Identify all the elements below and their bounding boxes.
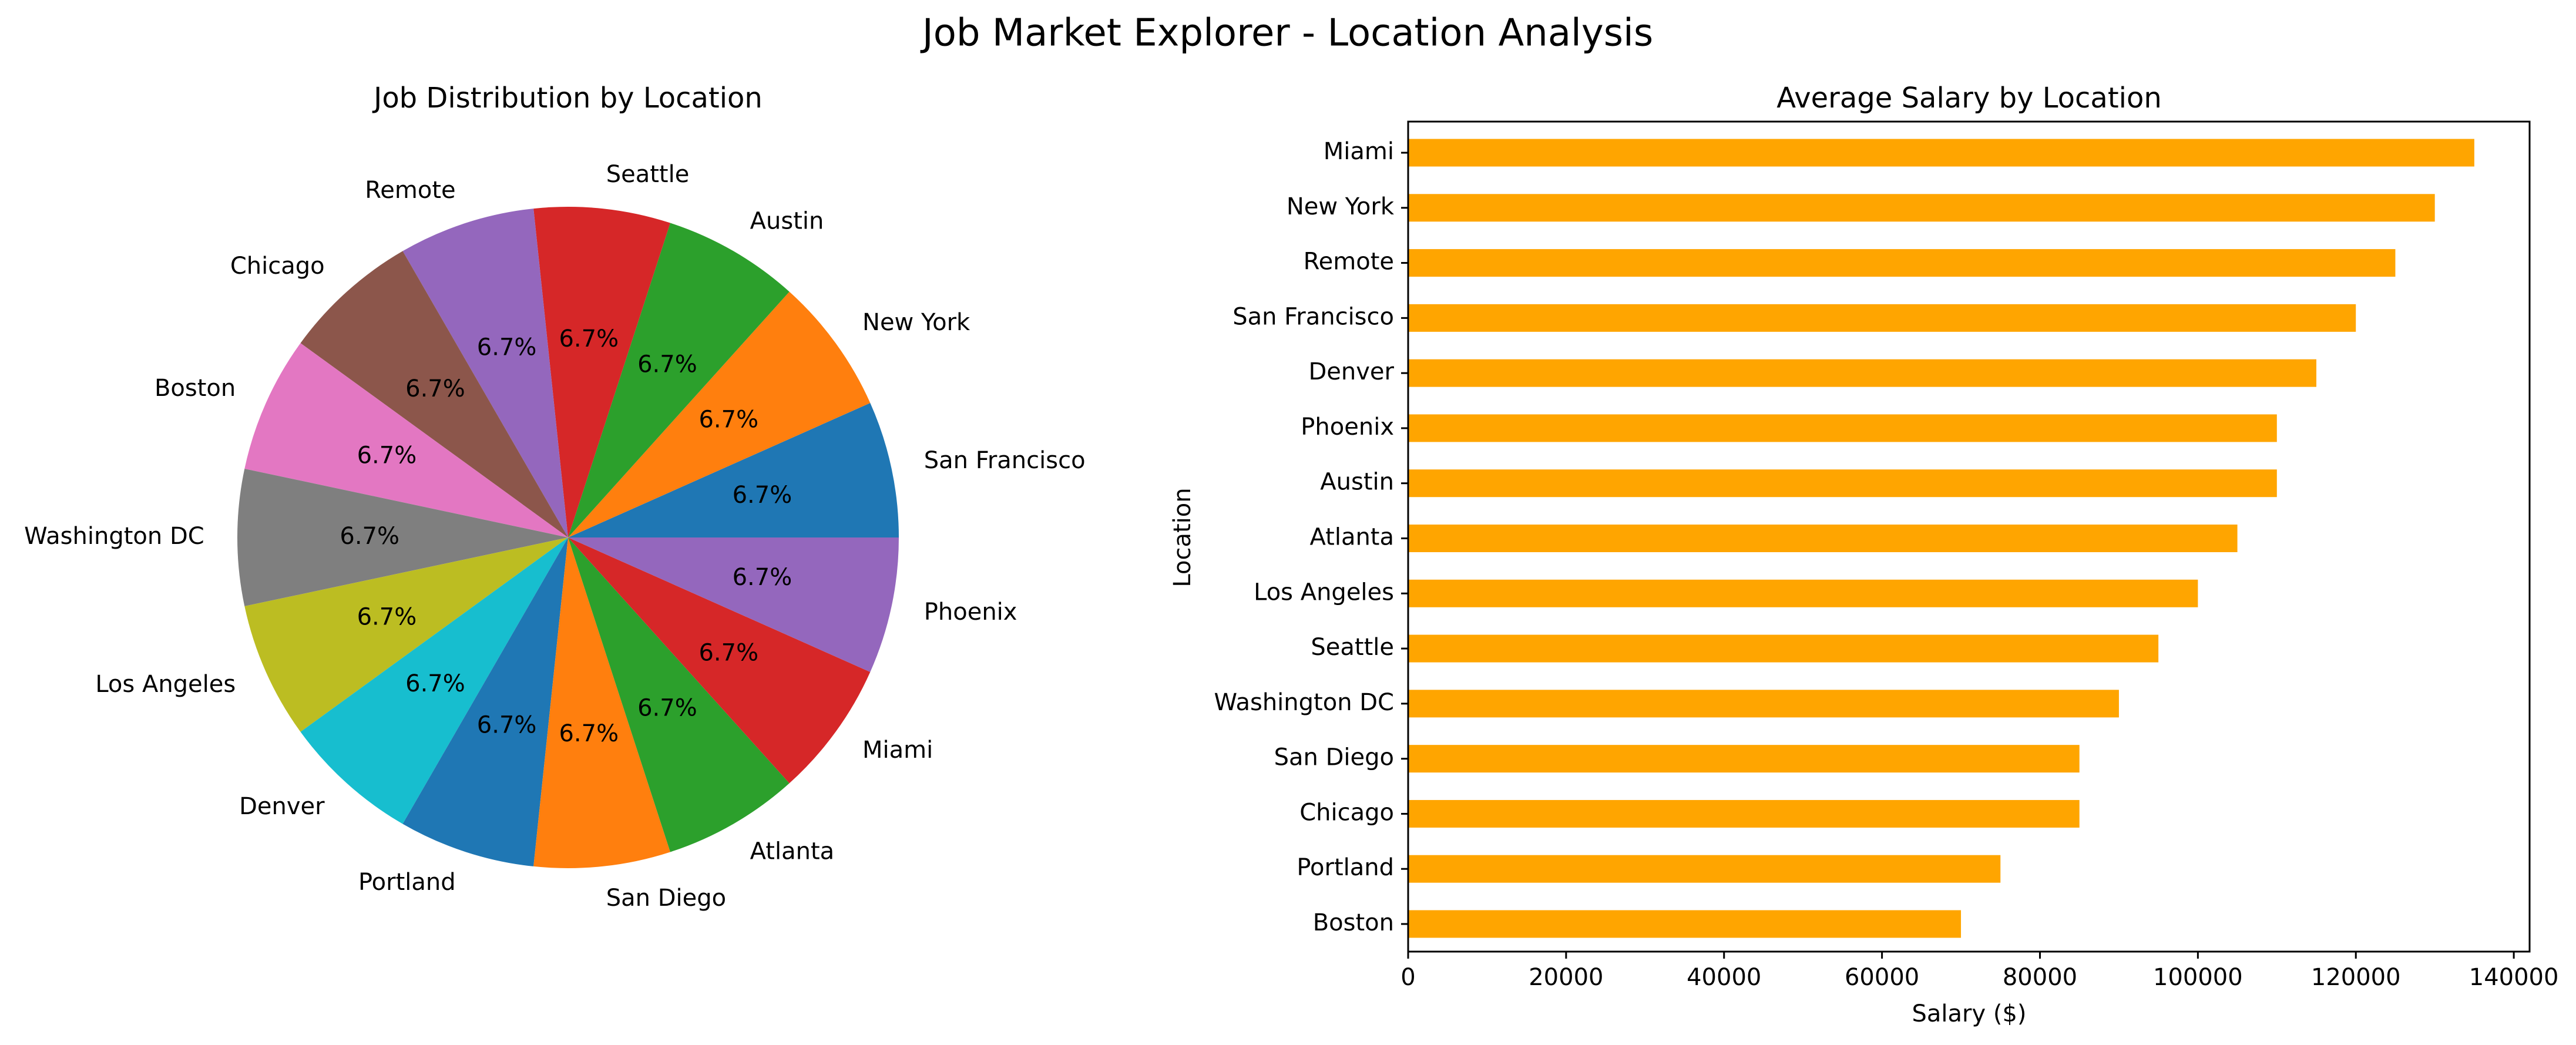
pie-slice-percent: 6.7% bbox=[733, 564, 792, 591]
pie-slice-percent: 6.7% bbox=[559, 325, 619, 352]
pie-chart: Job Distribution by Location San Francis… bbox=[24, 82, 1085, 912]
pie-slice bbox=[533, 537, 670, 868]
pie-slice-label: Miami bbox=[862, 737, 933, 764]
y-tick-label: Miami bbox=[1324, 138, 1394, 165]
pie-slice-percent: 6.7% bbox=[477, 711, 537, 738]
y-tick-label: New York bbox=[1287, 193, 1395, 220]
bar bbox=[1408, 634, 2159, 663]
bar bbox=[1408, 579, 2198, 607]
y-tick-label: Atlanta bbox=[1309, 524, 1394, 551]
y-tick-label: San Diego bbox=[1274, 744, 1394, 771]
pie-slice bbox=[402, 209, 568, 537]
bar bbox=[1408, 745, 2080, 773]
pie-title: Job Distribution by Location bbox=[372, 82, 763, 115]
pie-slice bbox=[244, 537, 569, 732]
pie-slice bbox=[533, 207, 670, 537]
pie-slice-label: Washington DC bbox=[24, 523, 204, 550]
pie-slice bbox=[568, 403, 899, 537]
pie-slice-label: San Francisco bbox=[924, 447, 1086, 474]
pie-slice-label: Boston bbox=[155, 375, 236, 402]
pie-slice bbox=[568, 223, 790, 537]
pie-slice-percent: 6.7% bbox=[698, 406, 758, 433]
y-tick-label: Austin bbox=[1320, 469, 1394, 496]
pie-slice-percent: 6.7% bbox=[698, 640, 758, 667]
pie-slice bbox=[300, 251, 568, 537]
bar bbox=[1408, 139, 2474, 167]
pie-slice-label: Denver bbox=[239, 793, 325, 820]
y-tick-label: Phoenix bbox=[1301, 414, 1394, 441]
bar bbox=[1408, 799, 2080, 828]
pie-slice-percent: 6.7% bbox=[340, 523, 399, 550]
pie-slice bbox=[568, 291, 871, 537]
pie-slice-percent: 6.7% bbox=[477, 334, 537, 361]
bar bbox=[1408, 690, 2119, 718]
bar bbox=[1408, 414, 2277, 442]
x-tick-label: 100000 bbox=[2153, 964, 2243, 991]
pie-slice bbox=[237, 468, 569, 607]
plot-frame bbox=[1407, 120, 2531, 953]
pie-slice-percent: 6.7% bbox=[637, 351, 697, 378]
bar bbox=[1408, 855, 2001, 883]
pie-slice-percent: 6.7% bbox=[405, 375, 465, 402]
x-tick-label: 40000 bbox=[1687, 964, 1761, 991]
pie-slice-percent: 6.7% bbox=[357, 603, 417, 630]
x-tick-label: 60000 bbox=[1845, 964, 1919, 991]
y-tick-label: Los Angeles bbox=[1254, 579, 1394, 606]
y-tick-label: Chicago bbox=[1299, 799, 1394, 826]
pie-slice-percent: 6.7% bbox=[405, 670, 465, 697]
bar bbox=[1408, 910, 1962, 938]
bar-title: Average Salary by Location bbox=[1776, 82, 2162, 115]
x-tick-label: 140000 bbox=[2469, 964, 2559, 991]
pie-slice-label: Portland bbox=[358, 869, 456, 896]
x-axis-label: Salary ($) bbox=[1912, 1000, 2026, 1027]
bar-chart: Average Salary by Location Miami New York… bbox=[1169, 82, 2558, 1027]
bar bbox=[1408, 194, 2435, 222]
pie-slice-label: New York bbox=[862, 309, 970, 336]
pie-slice bbox=[568, 537, 871, 784]
pie-slice bbox=[244, 343, 569, 537]
pie-slice bbox=[568, 537, 790, 852]
y-tick-label: Seattle bbox=[1311, 634, 1394, 661]
y-tick-label: Portland bbox=[1297, 854, 1394, 881]
y-tick-label: Washington DC bbox=[1214, 689, 1394, 716]
y-tick-label: Denver bbox=[1309, 358, 1395, 385]
pie-slice-percent: 6.7% bbox=[733, 482, 792, 509]
y-tick-label: Boston bbox=[1313, 909, 1394, 936]
pie-slice bbox=[300, 537, 568, 824]
pie-slice-label: Chicago bbox=[230, 253, 325, 280]
pie-slice-label: Seattle bbox=[606, 161, 690, 188]
bar bbox=[1408, 249, 2396, 277]
pie-slice bbox=[568, 537, 899, 672]
bar bbox=[1408, 525, 2238, 552]
y-axis-label: Location bbox=[1169, 488, 1196, 587]
x-tick-label: 120000 bbox=[2311, 964, 2401, 991]
pie-slice-percent: 6.7% bbox=[559, 720, 619, 747]
y-tick-label: San Francisco bbox=[1232, 303, 1394, 330]
x-tick-label: 0 bbox=[1400, 964, 1415, 991]
pie-slice-label: Austin bbox=[750, 208, 824, 235]
pie-slice-label: Atlanta bbox=[750, 838, 835, 865]
pie-slice-label: Phoenix bbox=[924, 599, 1017, 626]
pie-slice bbox=[402, 537, 568, 866]
figure-title: Job Market Explorer - Location Analysis bbox=[920, 12, 1653, 55]
pie-slice-label: Remote bbox=[365, 177, 455, 204]
pie-slice-percent: 6.7% bbox=[637, 695, 697, 722]
x-tick-label: 20000 bbox=[1529, 964, 1603, 991]
y-tick-label: Remote bbox=[1304, 248, 1394, 275]
bar bbox=[1408, 469, 2277, 498]
bar bbox=[1408, 304, 2356, 332]
pie-slice-label: San Diego bbox=[606, 885, 726, 912]
pie-slice-percent: 6.7% bbox=[357, 442, 417, 469]
pie-slice-label: Los Angeles bbox=[95, 671, 236, 698]
bar bbox=[1408, 359, 2317, 387]
x-tick-label: 80000 bbox=[2003, 964, 2077, 991]
